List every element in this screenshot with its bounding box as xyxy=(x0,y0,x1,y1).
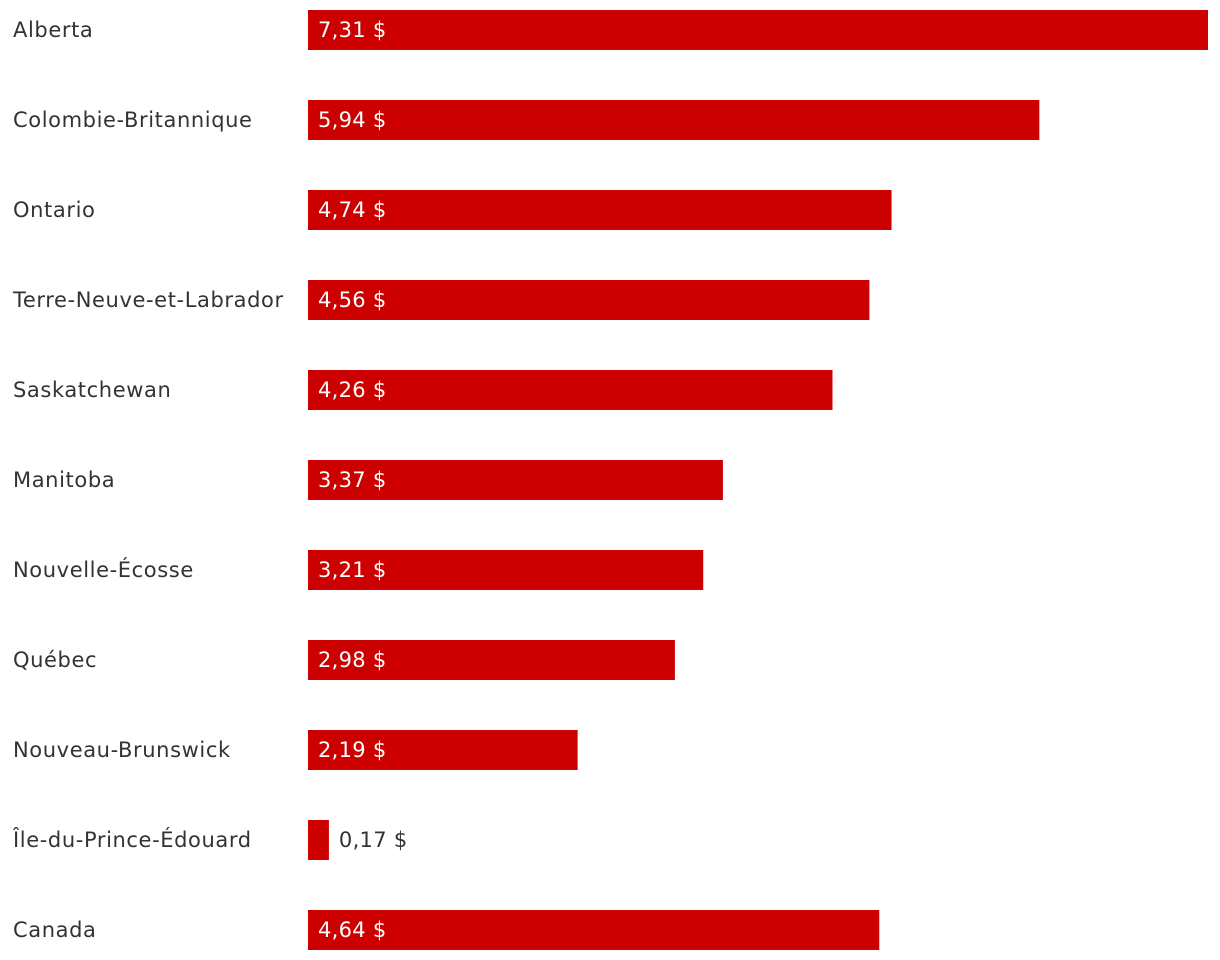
category-label-manitoba: Manitoba xyxy=(13,468,115,492)
category-label-colombie-britannique: Colombie-Britannique xyxy=(13,108,253,132)
value-label-ile-du-prince-edouard: 0,17 $ xyxy=(339,828,408,852)
value-label-quebec: 2,98 $ xyxy=(318,648,387,672)
category-label-quebec: Québec xyxy=(13,648,97,672)
category-label-nouveau-brunswick: Nouveau-Brunswick xyxy=(13,738,231,762)
value-label-alberta: 7,31 $ xyxy=(318,18,387,42)
bar-ontario xyxy=(308,190,892,230)
category-label-terre-neuve-et-labrador: Terre-Neuve-et-Labrador xyxy=(12,288,284,312)
value-label-nouveau-brunswick: 2,19 $ xyxy=(318,738,387,762)
bar-canada xyxy=(308,910,880,950)
labels-layer: Alberta 7,31 $ Colombie-Britannique 5,94 $ O… xyxy=(12,18,408,942)
bar-quebec xyxy=(308,640,675,680)
bar-alberta xyxy=(308,10,1208,50)
value-label-colombie-britannique: 5,94 $ xyxy=(318,108,387,132)
value-label-saskatchewan: 4,26 $ xyxy=(318,378,387,402)
bar-nouvelle-ecosse xyxy=(308,550,704,590)
bar-manitoba xyxy=(308,460,723,500)
value-label-ontario: 4,74 $ xyxy=(318,198,387,222)
category-label-saskatchewan: Saskatchewan xyxy=(13,378,171,402)
bars-layer xyxy=(308,10,1208,950)
category-label-ontario: Ontario xyxy=(13,198,95,222)
value-label-canada: 4,64 $ xyxy=(318,918,387,942)
bar-nouveau-brunswick xyxy=(308,730,578,770)
bar-terre-neuve-et-labrador xyxy=(308,280,870,320)
bar-ile-du-prince-edouard xyxy=(308,820,329,860)
bar-saskatchewan xyxy=(308,370,833,410)
category-label-ile-du-prince-edouard: Île-du-Prince-Édouard xyxy=(12,827,252,852)
bar-colombie-britannique xyxy=(308,100,1040,140)
category-label-alberta: Alberta xyxy=(13,18,93,42)
value-label-manitoba: 3,37 $ xyxy=(318,468,387,492)
value-label-nouvelle-ecosse: 3,21 $ xyxy=(318,558,387,582)
value-label-terre-neuve-et-labrador: 4,56 $ xyxy=(318,288,387,312)
category-label-canada: Canada xyxy=(13,918,97,942)
category-label-nouvelle-ecosse: Nouvelle-Écosse xyxy=(13,557,194,582)
